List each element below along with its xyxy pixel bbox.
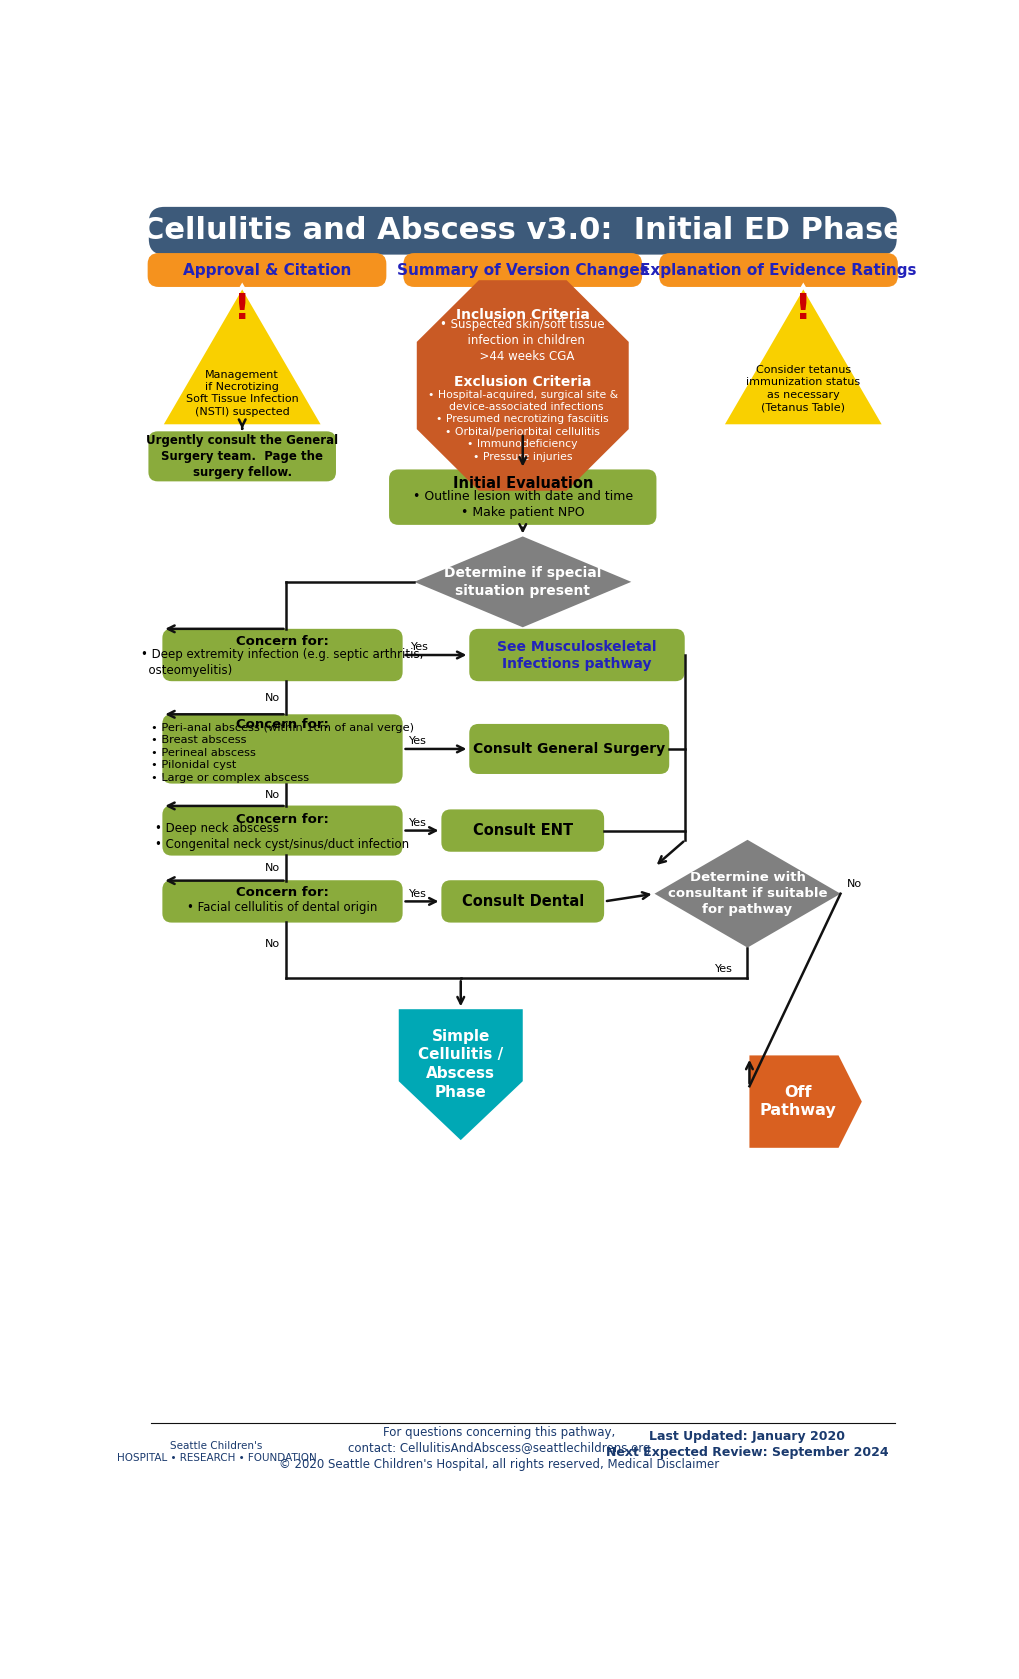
Text: No: No bbox=[265, 863, 279, 873]
Text: Consult ENT: Consult ENT bbox=[472, 823, 573, 838]
Polygon shape bbox=[417, 280, 628, 490]
Text: Determine if special
situation present: Determine if special situation present bbox=[443, 566, 601, 598]
Text: • Outline lesion with date and time
• Make patient NPO: • Outline lesion with date and time • Ma… bbox=[413, 490, 632, 519]
FancyBboxPatch shape bbox=[469, 630, 684, 682]
Polygon shape bbox=[161, 285, 323, 426]
FancyBboxPatch shape bbox=[162, 880, 403, 922]
Text: Concern for:: Concern for: bbox=[235, 635, 328, 648]
Text: Consider tetanus
immunization status
as necessary
(Tetanus Table): Consider tetanus immunization status as … bbox=[746, 364, 859, 411]
FancyBboxPatch shape bbox=[162, 630, 403, 682]
FancyBboxPatch shape bbox=[388, 470, 656, 526]
FancyBboxPatch shape bbox=[658, 254, 897, 287]
Text: Infections pathway: Infections pathway bbox=[501, 656, 651, 672]
Text: • Peri-anal abscess (within 1cm of anal verge)
• Breast abscess
• Perineal absce: • Peri-anal abscess (within 1cm of anal … bbox=[151, 724, 414, 782]
Text: Concern for:: Concern for: bbox=[235, 719, 328, 730]
Text: Inclusion Criteria: Inclusion Criteria bbox=[455, 307, 589, 322]
Text: Urgently consult the General
Surgery team.  Page the
surgery fellow.: Urgently consult the General Surgery tea… bbox=[146, 433, 338, 479]
Text: Off
Pathway: Off Pathway bbox=[759, 1085, 836, 1118]
Text: Consult Dental: Consult Dental bbox=[462, 893, 583, 908]
Text: Last Updated: January 2020
Next Expected Review: September 2024: Last Updated: January 2020 Next Expected… bbox=[605, 1431, 888, 1459]
Text: Explanation of Evidence Ratings: Explanation of Evidence Ratings bbox=[640, 262, 916, 277]
Polygon shape bbox=[398, 1009, 522, 1140]
FancyBboxPatch shape bbox=[149, 207, 896, 255]
Text: Yes: Yes bbox=[411, 643, 428, 653]
Polygon shape bbox=[654, 840, 840, 947]
Text: No: No bbox=[265, 789, 279, 799]
FancyBboxPatch shape bbox=[441, 809, 603, 851]
Text: Approval & Citation: Approval & Citation bbox=[182, 262, 351, 277]
Text: • Hospital-acquired, surgical site &
  device-associated infections
• Presumed n: • Hospital-acquired, surgical site & dev… bbox=[427, 390, 618, 462]
Text: Seattle Children's
HOSPITAL • RESEARCH • FOUNDATION: Seattle Children's HOSPITAL • RESEARCH •… bbox=[116, 1441, 316, 1462]
FancyBboxPatch shape bbox=[469, 724, 668, 774]
Text: • Facial cellulitis of dental origin: • Facial cellulitis of dental origin bbox=[187, 902, 377, 913]
Text: Concern for:: Concern for: bbox=[235, 885, 328, 898]
Text: Initial Evaluation: Initial Evaluation bbox=[452, 475, 592, 490]
Text: • Deep neck abscess
• Congenital neck cyst/sinus/duct infection: • Deep neck abscess • Congenital neck cy… bbox=[155, 823, 410, 851]
Polygon shape bbox=[414, 536, 631, 628]
Text: Yes: Yes bbox=[409, 737, 427, 745]
Text: • Suspected skin/soft tissue
  infection in children
  >44 weeks CGA: • Suspected skin/soft tissue infection i… bbox=[440, 319, 604, 363]
Polygon shape bbox=[721, 285, 883, 426]
Text: Determine with
consultant if suitable
for pathway: Determine with consultant if suitable fo… bbox=[667, 871, 826, 917]
FancyBboxPatch shape bbox=[441, 880, 603, 922]
Text: Cellulitis and Abscess v3.0:  Initial ED Phase: Cellulitis and Abscess v3.0: Initial ED … bbox=[142, 217, 903, 245]
Text: !: ! bbox=[233, 292, 251, 326]
Text: Concern for:: Concern for: bbox=[235, 813, 328, 826]
Text: • Deep extremity infection (e.g. septic arthritis,
  osteomyelitis): • Deep extremity infection (e.g. septic … bbox=[142, 648, 423, 677]
Text: Management
if Necrotizing
Soft Tissue Infection
(NSTI) suspected: Management if Necrotizing Soft Tissue In… bbox=[185, 369, 299, 416]
Text: Summary of Version Changes: Summary of Version Changes bbox=[396, 262, 648, 277]
Text: No: No bbox=[265, 939, 279, 949]
FancyBboxPatch shape bbox=[162, 806, 403, 856]
Polygon shape bbox=[749, 1056, 861, 1148]
Text: Simple
Cellulitis /
Abscess
Phase: Simple Cellulitis / Abscess Phase bbox=[418, 1029, 503, 1100]
FancyBboxPatch shape bbox=[149, 432, 335, 482]
FancyBboxPatch shape bbox=[403, 254, 642, 287]
FancyBboxPatch shape bbox=[162, 714, 403, 784]
Text: Exclusion Criteria: Exclusion Criteria bbox=[453, 374, 591, 388]
Text: No: No bbox=[265, 693, 279, 704]
Text: !: ! bbox=[794, 292, 811, 326]
Text: No: No bbox=[846, 880, 861, 890]
Text: Consult General Surgery: Consult General Surgery bbox=[473, 742, 664, 756]
Text: Yes: Yes bbox=[409, 818, 427, 828]
Text: See Musculoskeletal: See Musculoskeletal bbox=[497, 640, 656, 655]
Text: Yes: Yes bbox=[714, 964, 733, 974]
FancyBboxPatch shape bbox=[148, 254, 386, 287]
Text: For questions concerning this pathway,
contact: CellulitisAndAbscess@seattlechil: For questions concerning this pathway, c… bbox=[279, 1425, 719, 1471]
Text: Yes: Yes bbox=[409, 888, 427, 898]
